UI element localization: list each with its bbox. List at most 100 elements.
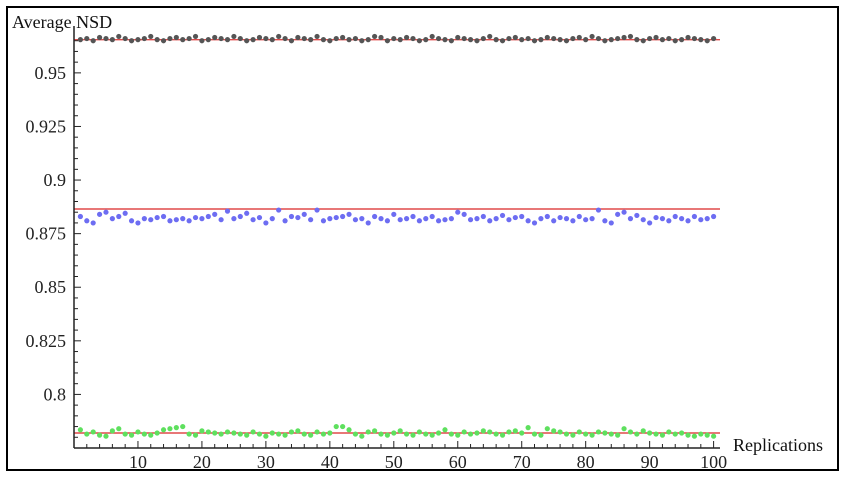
data-point: [519, 430, 525, 436]
data-point: [308, 37, 314, 43]
data-point: [429, 432, 435, 438]
data-point: [288, 429, 295, 435]
data-point: [346, 37, 352, 43]
data-point: [672, 213, 678, 220]
data-point: [608, 431, 614, 437]
data-point: [448, 431, 454, 437]
data-point: [186, 431, 192, 437]
data-point: [237, 431, 243, 437]
data-point: [551, 35, 557, 42]
data-point: [244, 210, 250, 216]
data-point: [359, 216, 365, 222]
data-point: [563, 431, 570, 437]
data-point: [397, 428, 403, 434]
data-point: [295, 214, 301, 221]
data-point: [180, 37, 186, 43]
data-point: [365, 220, 371, 226]
data-point: [461, 35, 467, 42]
data-point: [666, 429, 672, 435]
data-point: [627, 216, 634, 222]
data-point: [672, 38, 678, 44]
data-point: [378, 216, 384, 222]
data-point: [512, 214, 518, 221]
data-point: [589, 216, 595, 222]
data-point: [640, 38, 646, 44]
data-point: [711, 433, 717, 439]
data-point: [90, 220, 96, 226]
data-point: [160, 427, 167, 433]
x-tick-label: 60: [449, 452, 467, 469]
data-point: [199, 216, 205, 222]
data-point: [499, 432, 506, 438]
data-point: [672, 431, 678, 437]
data-point: [282, 35, 288, 42]
data-point: [167, 218, 173, 224]
data-point: [250, 429, 256, 435]
data-point: [148, 33, 154, 40]
data-point: [160, 213, 167, 220]
data-point: [192, 432, 199, 438]
data-point: [499, 212, 506, 219]
data-point: [615, 35, 621, 42]
data-point: [583, 217, 589, 223]
data-point: [525, 218, 531, 224]
data-point: [711, 35, 717, 42]
data-point: [352, 217, 359, 223]
data-point: [576, 429, 582, 435]
data-point: [589, 33, 595, 40]
x-tick-label: 80: [577, 452, 595, 469]
data-point: [602, 38, 608, 44]
data-point: [455, 34, 461, 41]
data-point: [327, 430, 333, 436]
data-point: [679, 430, 685, 436]
y-axis-ticks: 0.8 0.825 0.85 0.875 0.9 0.925 0.95: [26, 40, 81, 438]
data-point: [340, 34, 346, 41]
data-point: [103, 433, 109, 439]
data-point: [391, 211, 397, 217]
reference-lines: [74, 38, 720, 434]
data-point: [576, 213, 582, 220]
data-point: [570, 35, 576, 42]
data-point: [314, 207, 320, 213]
x-axis-ticks: 10 20 30 40 50 60 70 80 90 100: [86, 441, 727, 469]
data-point: [423, 37, 429, 43]
data-point: [346, 427, 352, 433]
data-point: [263, 220, 269, 226]
data-point: [659, 37, 666, 43]
data-point: [301, 35, 307, 42]
data-point: [627, 429, 634, 435]
data-point: [128, 432, 135, 438]
data-point: [698, 217, 704, 223]
data-point: [90, 429, 96, 435]
data-point: [276, 33, 282, 40]
data-point: [212, 211, 218, 217]
data-point: [698, 37, 704, 43]
data-point: [352, 35, 359, 42]
data-point: [557, 214, 563, 221]
data-point: [621, 426, 627, 432]
data-point: [154, 37, 160, 43]
data-point: [467, 37, 474, 43]
data-point: [435, 430, 442, 436]
data-point: [135, 220, 141, 226]
data-point: [442, 427, 448, 433]
data-point: [551, 428, 557, 434]
data-point: [109, 37, 115, 43]
data-point: [480, 213, 486, 220]
data-point: [435, 218, 442, 224]
data-point: [455, 432, 461, 438]
data-point: [256, 214, 263, 221]
data-point: [231, 216, 237, 222]
data-point: [474, 430, 480, 436]
data-point: [448, 216, 454, 222]
data-point: [634, 431, 640, 437]
data-point: [359, 433, 365, 439]
data-point: [416, 218, 422, 224]
x-tick-label: 40: [321, 452, 339, 469]
data-point: [269, 430, 275, 436]
y-tick-label: 0.8: [44, 384, 67, 404]
data-point: [595, 207, 602, 213]
data-point: [288, 38, 295, 44]
data-point: [96, 211, 103, 217]
data-point: [378, 431, 384, 437]
